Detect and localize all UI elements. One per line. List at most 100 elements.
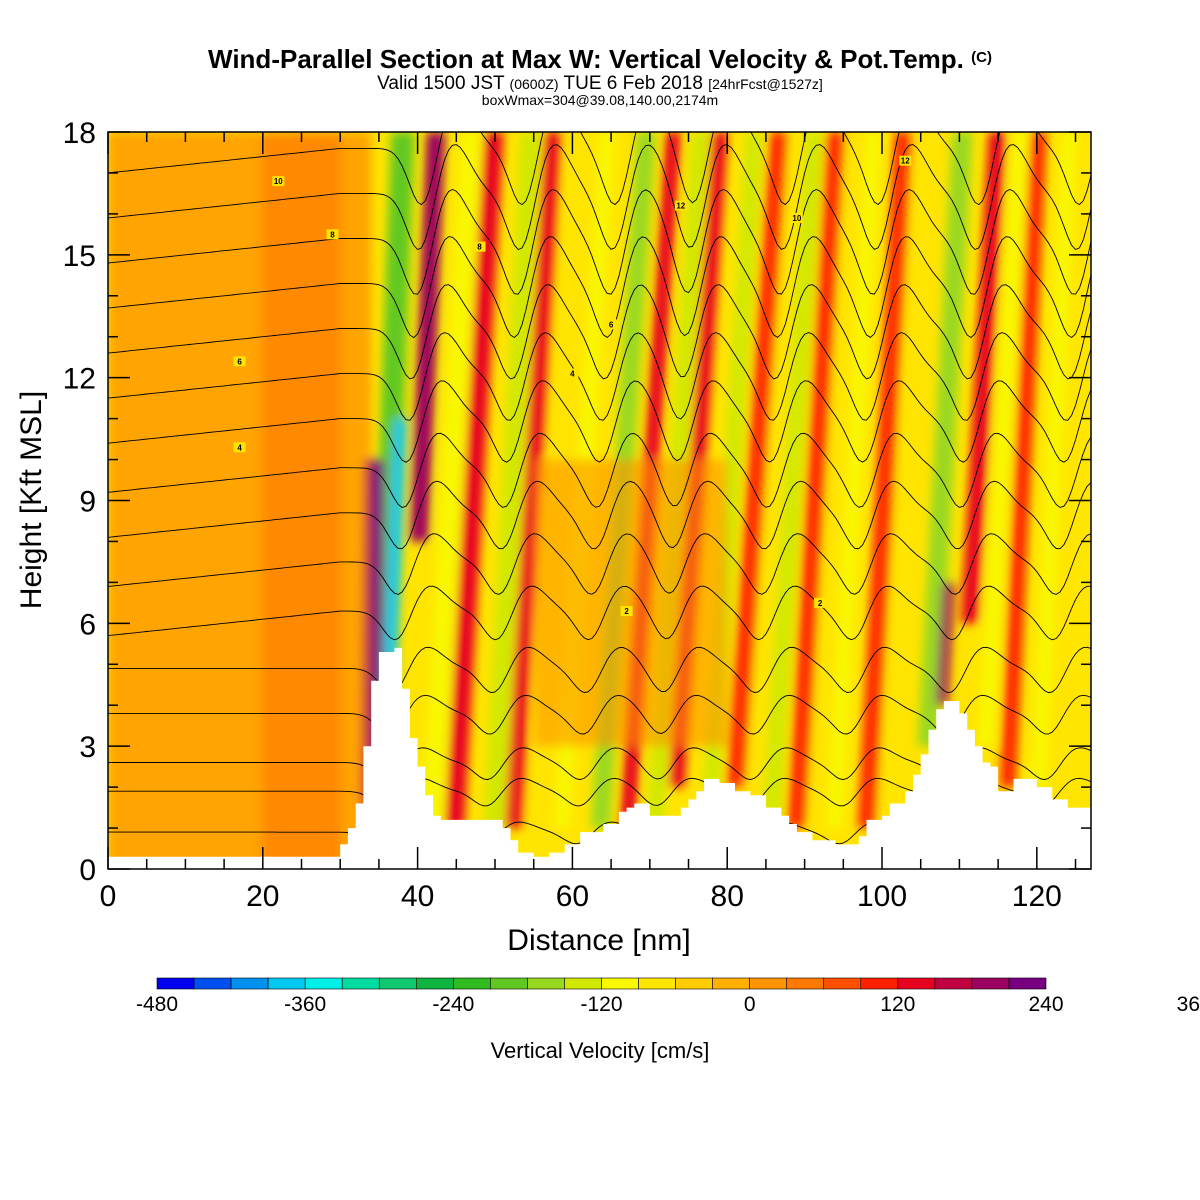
chart-title: Wind-Parallel Section at Max W: Vertical… <box>0 44 1200 75</box>
colorbar-swatch <box>378 977 417 990</box>
y-tick-label: 18 <box>63 117 96 150</box>
isentrope-label-bg <box>473 241 486 252</box>
colorbar-swatch <box>304 977 343 990</box>
isentrope-line <box>108 533 1091 595</box>
isentrope-line <box>108 380 1091 463</box>
velocity-band <box>420 132 481 849</box>
isentrope-label: 12 <box>676 202 685 211</box>
isentrope-label-bg <box>326 229 339 240</box>
valid-date: TUE 6 Feb 2018 <box>563 73 703 94</box>
chart-title-text: Wind-Parallel Section at Max W: Vertical… <box>208 44 964 74</box>
isentrope-label-bg <box>814 597 827 608</box>
colorbar-tick-labels: -480 -360 -240 -120 0 120 240 360 <box>136 993 1200 1016</box>
x-axis-label: Distance [nm] <box>507 924 690 957</box>
y-tick-label: 6 <box>79 608 96 641</box>
colorbar-swatch <box>897 977 936 990</box>
isentrope-line <box>108 480 1091 550</box>
velocity-band <box>726 132 786 788</box>
colorbar-tick-label: 240 <box>1028 993 1063 1016</box>
colorbar-tick-label: 360 <box>1177 993 1200 1016</box>
colorbar-swatch <box>934 977 973 990</box>
y-tick-label: 12 <box>63 363 96 396</box>
colorbar-tick-label: -480 <box>136 993 178 1016</box>
isentrope-line <box>108 132 1091 206</box>
isentrope-line <box>108 585 1091 641</box>
y-tick-label: 0 <box>79 854 96 887</box>
isentrope-line <box>108 332 1091 421</box>
velocity-band <box>409 132 446 542</box>
colorbar-swatch <box>712 977 750 990</box>
y-axis-label: Height [Kft MSL] <box>15 391 48 609</box>
colorbar-swatch <box>341 977 380 990</box>
isentrope-line <box>108 189 1091 295</box>
velocity-band <box>381 418 407 726</box>
colorbar-tick-label: 0 <box>744 993 756 1016</box>
isentrope-label: 6 <box>609 320 614 329</box>
velocity-band <box>857 132 911 829</box>
velocity-band <box>505 132 561 829</box>
velocity-band <box>935 582 955 706</box>
isentrope-label-bg <box>233 356 246 367</box>
colorbar-tick-label: -240 <box>432 993 474 1016</box>
colorbar-swatch <box>490 977 528 990</box>
isentrope-label: 12 <box>901 157 910 166</box>
isentrope-label: 8 <box>330 230 335 239</box>
velocity-band <box>826 132 882 829</box>
colorbar-tick-label: -360 <box>284 993 326 1016</box>
isentrope-label-bg <box>605 319 618 330</box>
colorbar-tick-label: 120 <box>880 993 915 1016</box>
x-tick-label: 120 <box>1012 880 1062 913</box>
colorbar-label: Vertical Velocity [cm/s] <box>491 1038 710 1063</box>
colorbar-swatch <box>230 977 269 990</box>
velocity-band <box>977 132 1029 747</box>
isentrope-label-bg <box>620 606 633 617</box>
colorbar-swatch <box>638 977 676 990</box>
isentrope-label-bg <box>790 212 803 223</box>
velocity-band <box>1031 132 1078 788</box>
x-tick-label: 0 <box>100 880 117 913</box>
colorbar <box>156 977 1047 990</box>
x-tick-labels: 0 20 40 60 80 100 120 <box>100 880 1062 913</box>
velocity-band <box>960 132 1006 624</box>
utc-time: (0600Z) <box>509 76 559 92</box>
isentrope-label: 2 <box>818 599 823 608</box>
isentrope-label-bg <box>233 442 246 453</box>
velocity-band <box>762 132 824 829</box>
x-tick-label: 20 <box>246 880 279 913</box>
isentrope-line <box>108 432 1091 509</box>
isentrope-label-bg <box>272 176 285 187</box>
colorbar-swatch <box>156 977 195 990</box>
axis-ticks <box>107 131 1091 870</box>
isentrope-label-bg <box>566 368 579 379</box>
isentrope-label-bg <box>899 155 912 166</box>
isentrope-line <box>108 236 1091 339</box>
isentrope-label: 6 <box>237 357 242 366</box>
colorbar-swatch <box>415 977 454 990</box>
velocity-field <box>108 132 1091 869</box>
isentrope-label: 8 <box>477 243 482 252</box>
isentrope-line <box>108 694 1091 735</box>
colorbar-swatch <box>675 977 713 990</box>
y-tick-label: 9 <box>79 486 96 519</box>
y-tick-labels: 0 3 6 9 12 15 18 <box>63 117 96 887</box>
isentrope-label-bg <box>674 200 687 211</box>
isentrope-line <box>108 646 1091 694</box>
x-tick-label: 60 <box>556 880 589 913</box>
isentrope-label: 4 <box>570 370 575 379</box>
colorbar-swatch <box>860 977 899 990</box>
y-tick-label: 15 <box>63 240 96 273</box>
box-wmax-info: boxWmax=304@39.08,140.00,2174m <box>481 92 719 108</box>
chart-title-unit-mark: (C) <box>971 49 992 66</box>
y-tick-label: 3 <box>79 731 96 764</box>
colorbar-swatch <box>749 977 788 990</box>
velocity-band <box>445 132 504 829</box>
colorbar-swatch <box>786 977 825 990</box>
colorbar-swatch <box>564 977 602 990</box>
colorbar-tick-label: -120 <box>580 993 622 1016</box>
x-tick-label: 100 <box>857 880 907 913</box>
colorbar-swatch <box>1008 977 1047 990</box>
valid-time: Valid 1500 JST <box>377 73 505 94</box>
x-tick-label: 40 <box>401 880 434 913</box>
plot-area: 2 2 4 4 6 6 8 8 10 10 12 12 <box>108 132 1091 869</box>
